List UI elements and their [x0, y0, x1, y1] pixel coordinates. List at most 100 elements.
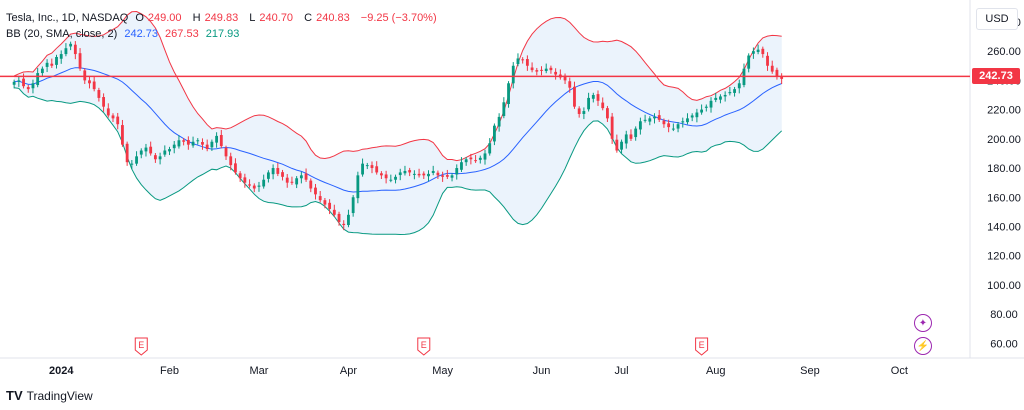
candle-body — [323, 200, 327, 205]
candle-body — [196, 140, 200, 142]
candle-body — [149, 146, 153, 154]
y-tick-label: 60.00 — [990, 338, 1018, 350]
candle-body — [493, 125, 496, 142]
candle-body — [464, 159, 468, 163]
candle-body — [591, 94, 595, 99]
y-tick-label: 140.00 — [987, 221, 1021, 233]
close-label: C — [304, 12, 313, 24]
candle-body — [507, 83, 510, 105]
candle-body — [587, 97, 591, 110]
candle-body — [733, 89, 736, 93]
candle-body — [719, 96, 722, 100]
candle-body — [26, 87, 30, 90]
candle-body — [780, 76, 784, 79]
candle-body — [295, 178, 299, 185]
candle-body — [224, 147, 228, 157]
candle-body — [445, 175, 449, 177]
tradingview-footer[interactable]: TV TradingView — [6, 388, 93, 403]
candle-body — [266, 172, 270, 179]
last-price-tag: 242.73 — [972, 68, 1020, 85]
candle-body — [460, 162, 463, 170]
sparkle-icon[interactable]: ✦ — [914, 314, 932, 332]
x-tick-label: Jun — [533, 365, 551, 377]
candle-body — [59, 54, 63, 59]
open-value: 249.00 — [147, 12, 182, 24]
candle-body — [370, 165, 374, 169]
candle-body — [111, 115, 115, 119]
candle-body — [737, 83, 741, 89]
candle-body — [125, 143, 129, 163]
bb-label: BB (20, SMA, close, 2) — [6, 28, 118, 40]
candle-body — [69, 43, 73, 47]
candle-body — [248, 184, 251, 186]
candle-body — [309, 180, 313, 189]
candle-body — [676, 124, 680, 129]
candle-body — [177, 140, 181, 147]
candle-body — [634, 128, 638, 138]
y-tick-label: 120.00 — [987, 251, 1021, 263]
candle-body — [55, 56, 58, 65]
candle-body — [497, 116, 501, 127]
candle-body — [709, 100, 713, 108]
earnings-marker-icon — [134, 337, 148, 356]
candle-body — [304, 173, 308, 180]
candle-body — [219, 135, 223, 147]
candle-body — [700, 109, 704, 113]
candle-body — [116, 116, 120, 125]
candle-body — [201, 142, 204, 145]
candle-body — [163, 150, 167, 155]
candle-body — [502, 102, 506, 117]
candle-body — [139, 150, 143, 155]
candle-body — [540, 69, 543, 71]
candle-body — [671, 128, 675, 130]
lightning-icon[interactable]: ⚡ — [914, 337, 932, 355]
candle-body — [775, 69, 779, 76]
candle-body — [375, 166, 379, 173]
candle-body — [290, 181, 294, 183]
candle-body — [610, 116, 614, 139]
candle-body — [488, 143, 492, 154]
candle-body — [662, 120, 666, 125]
high-label: H — [192, 12, 201, 24]
candle-body — [606, 108, 609, 119]
candle-body — [417, 173, 421, 176]
candle-body — [356, 175, 360, 199]
candle-body — [563, 75, 567, 81]
high-value: 249.83 — [204, 12, 239, 24]
currency-button[interactable]: USD — [976, 8, 1018, 30]
candle-body — [394, 176, 397, 180]
candle-body — [450, 175, 454, 178]
candle-body — [299, 175, 303, 179]
candle-body — [229, 156, 233, 166]
y-tick-label: 100.00 — [987, 280, 1021, 292]
change-value: −9.25 (−3.70%) — [360, 12, 437, 24]
candle-body — [530, 67, 534, 71]
candle-body — [403, 170, 407, 174]
candle-body — [427, 173, 430, 177]
x-tick-label: Aug — [706, 365, 726, 377]
candle-body — [624, 134, 628, 144]
candle-body — [191, 141, 195, 146]
candle-body — [234, 163, 237, 173]
candle-body — [681, 121, 685, 123]
candle-body — [648, 118, 652, 122]
candle-body — [40, 68, 44, 74]
candle-body — [102, 97, 106, 107]
candle-body — [436, 172, 440, 176]
candle-body — [281, 172, 284, 177]
candle-body — [314, 187, 317, 195]
candle-body — [347, 214, 350, 226]
y-tick-label: 160.00 — [987, 192, 1021, 204]
candle-body — [78, 53, 82, 69]
candle-body — [747, 55, 751, 69]
candle-body — [332, 209, 336, 215]
candle-body — [379, 173, 383, 176]
candle-body — [653, 116, 656, 119]
candle-body — [478, 157, 482, 160]
candle-body — [469, 157, 473, 160]
candle-body — [573, 86, 576, 107]
bb-lower-value: 217.93 — [205, 28, 240, 40]
candle-body — [714, 97, 718, 100]
x-tick-label: May — [432, 365, 453, 377]
